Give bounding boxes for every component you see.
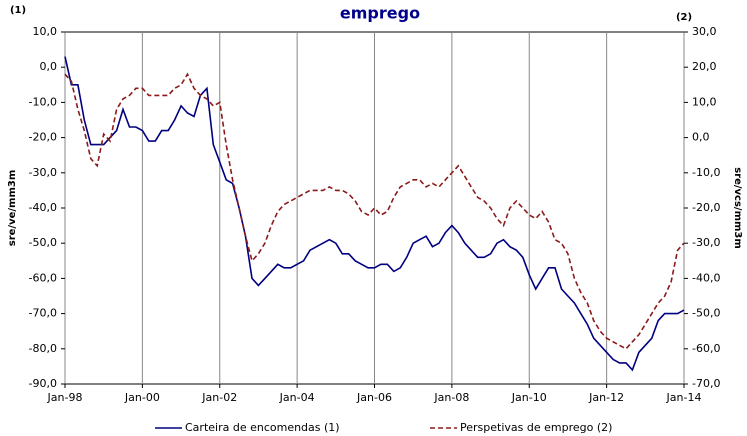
y-tick-label: 0,0 xyxy=(40,60,58,73)
chart-title: emprego xyxy=(340,4,420,23)
x-tick-label: Jan-10 xyxy=(511,391,547,404)
legend-label: Carteira de encomendas (1) xyxy=(185,421,340,434)
axis-marker: (1) xyxy=(10,5,26,16)
x-tick-label: Jan-06 xyxy=(356,391,392,404)
x-tick-label: Jan-02 xyxy=(201,391,237,404)
y2-tick-label: 20,0 xyxy=(692,60,717,73)
y2-tick-label: -50,0 xyxy=(692,307,720,320)
series-line xyxy=(64,56,685,372)
y2-tick-label: 10,0 xyxy=(692,95,717,108)
y2-tick-label: -30,0 xyxy=(692,236,720,249)
x-tick-label: Jan-04 xyxy=(279,391,315,404)
y-tick-label: -50,0 xyxy=(29,236,57,249)
y2-axis-label: sre/vcs/mm3m xyxy=(732,167,743,249)
y2-tick-label: 30,0 xyxy=(692,25,717,38)
x-tick-label: Jan-08 xyxy=(433,391,469,404)
y2-tick-label: 0,0 xyxy=(692,131,710,144)
y-tick-label: -60,0 xyxy=(29,271,57,284)
series-line xyxy=(64,72,685,350)
y2-tick-label: -20,0 xyxy=(692,201,720,214)
x-tick-label: Jan-98 xyxy=(47,391,83,404)
y-tick-label: -70,0 xyxy=(29,307,57,320)
axis-marker: (2) xyxy=(676,12,692,23)
y2-tick-label: -40,0 xyxy=(692,271,720,284)
y-tick-label: -40,0 xyxy=(29,201,57,214)
y2-tick-label: -60,0 xyxy=(692,342,720,355)
y-tick-label: 10,0 xyxy=(33,25,58,38)
y-tick-label: -10,0 xyxy=(29,95,57,108)
x-tick-label: Jan-00 xyxy=(124,391,160,404)
y-tick-label: -80,0 xyxy=(29,342,57,355)
y2-tick-label: -10,0 xyxy=(692,166,720,179)
x-tick-label: Jan-14 xyxy=(666,391,702,404)
y-axis-label: sre/ve/mm3m xyxy=(7,170,18,247)
y-tick-label: -90,0 xyxy=(29,377,57,390)
y-tick-label: -30,0 xyxy=(29,166,57,179)
y2-tick-label: -70,0 xyxy=(692,377,720,390)
x-tick-label: Jan-12 xyxy=(588,391,624,404)
legend-label: Perspetivas de emprego (2) xyxy=(460,421,612,434)
y-tick-label: -20,0 xyxy=(29,131,57,144)
